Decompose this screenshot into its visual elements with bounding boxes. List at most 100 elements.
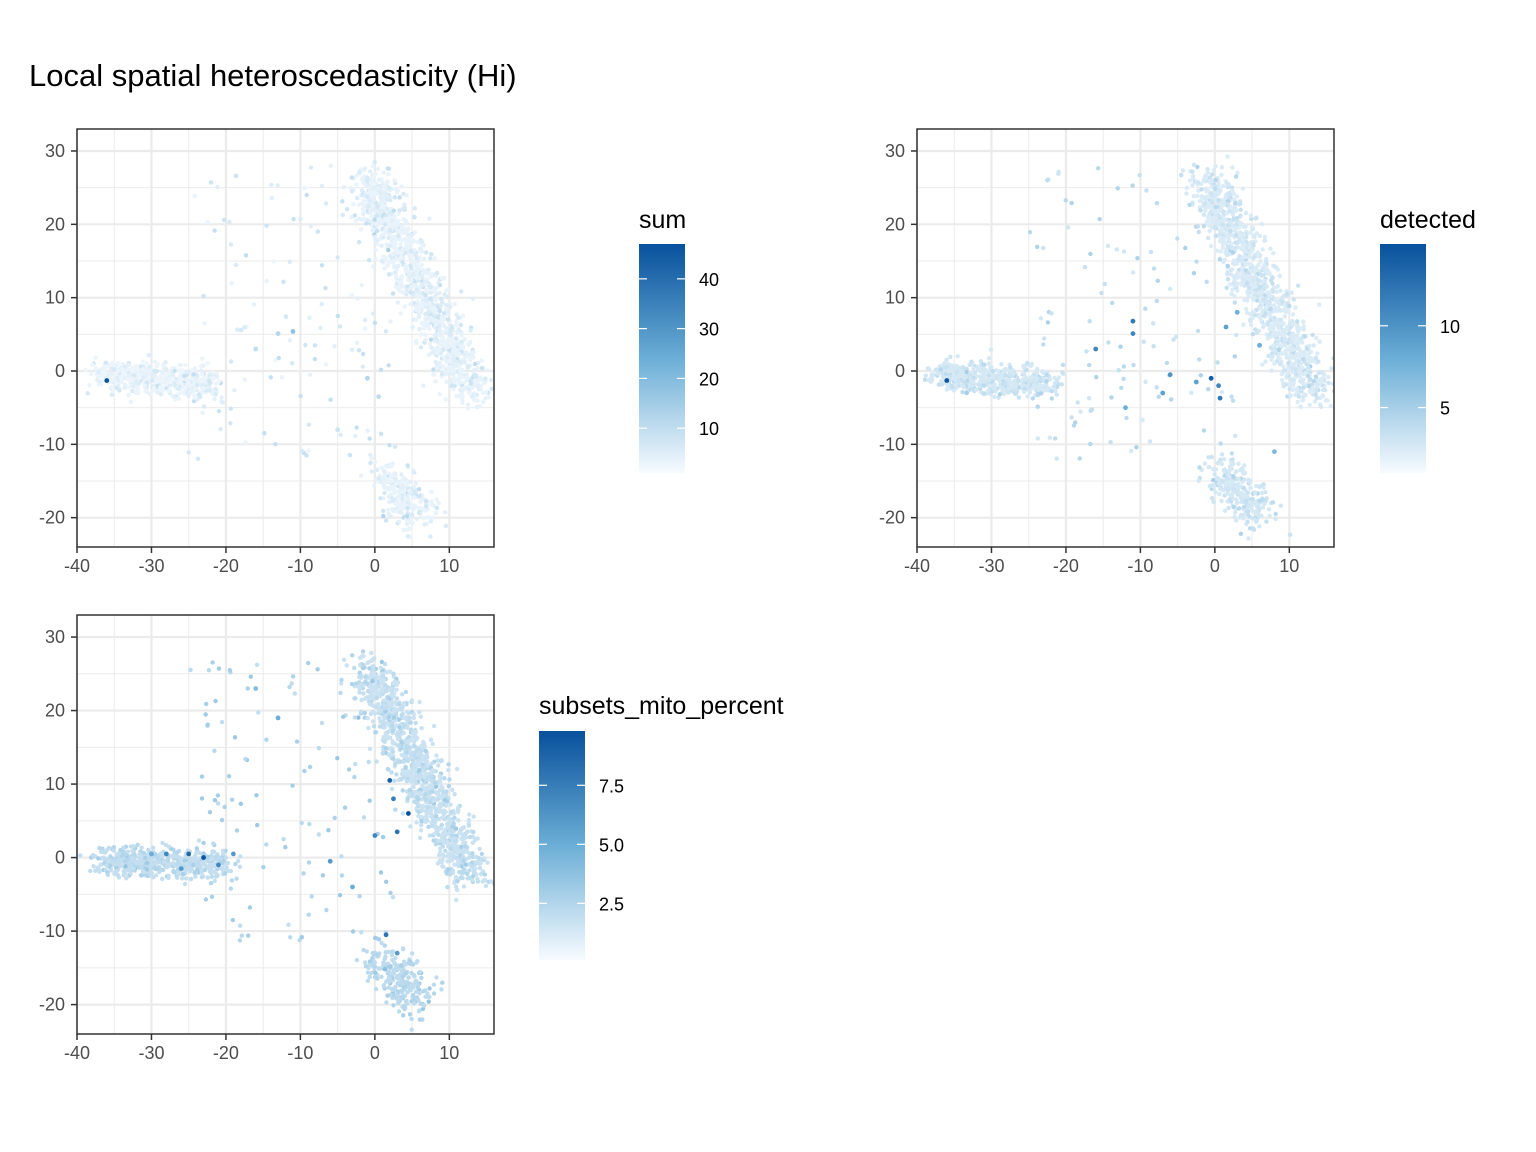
data-point [981,383,986,388]
data-point-highlight [104,378,110,383]
data-point [1277,273,1282,279]
data-point [413,317,419,323]
data-point [465,365,470,370]
data-point [1231,474,1236,479]
data-point [397,208,402,213]
data-point [1233,233,1239,238]
data-point [1287,377,1293,382]
data-point [396,211,401,217]
data-point [995,386,1000,391]
data-point [178,857,183,862]
data-point [429,252,434,257]
data-point [432,294,437,300]
data-point [1242,254,1248,259]
data-point [405,534,410,539]
data-point [441,311,447,316]
data-point [424,504,429,509]
data-point [427,326,432,331]
data-point [149,378,155,383]
data-point [389,495,395,501]
data-point [1213,164,1218,169]
data-point [375,166,381,172]
data-point [107,863,112,868]
data-point [1265,268,1270,273]
data-point [432,314,437,319]
data-point [1288,334,1294,339]
x-axis: -40 -30 -20 -10 0 10 [904,547,1299,576]
data-point [111,848,117,853]
data-point [1226,219,1232,225]
data-point [1310,385,1316,391]
data-point [1237,515,1243,520]
data-point [367,258,372,263]
data-point [1221,468,1226,473]
data-point [457,363,462,368]
data-point [432,337,438,342]
data-point [215,185,220,190]
data-point [425,515,430,520]
data-point [1209,191,1214,196]
data-point [1230,398,1236,403]
data-point [1049,311,1054,316]
data-point [1196,478,1201,484]
data-point [1173,334,1179,339]
data-point [298,393,303,399]
data-point [1045,178,1050,183]
data-point [181,872,186,877]
data-point [968,378,974,383]
data-point [433,511,438,516]
data-point [1289,340,1295,345]
data-point [207,388,212,393]
data-point [374,222,380,227]
data-point [353,433,358,439]
data-point [1226,235,1231,240]
data-point [451,343,456,348]
colorbar-label: 10 [1440,317,1460,337]
data-point [1238,201,1243,207]
data-point [428,534,433,539]
data-point [374,209,379,214]
data-point [1190,183,1195,188]
data-point [398,254,404,260]
data-point [1206,235,1211,241]
data-point [1171,337,1176,342]
data-point [1315,351,1320,356]
data-point [131,373,136,378]
data-point [433,379,438,384]
data-point [957,379,962,384]
data-point [308,165,314,170]
data-point [443,307,449,312]
data-point [982,376,987,382]
data-point [1249,248,1254,253]
data-point [938,367,944,372]
data-point [479,358,484,363]
data-point [1045,320,1051,325]
data-point [1209,184,1215,190]
data-point [1278,331,1283,336]
data-point [1035,436,1041,441]
data-point [186,369,191,375]
data-point [100,378,106,383]
data-point [1301,319,1306,324]
data-point [1233,245,1238,251]
data-point [386,363,391,368]
data-point [1286,360,1291,366]
y-tick-label: 20 [45,214,65,234]
data-point [387,232,393,237]
data-point [1208,178,1213,184]
data-point [161,859,167,865]
data-point [446,767,451,773]
data-point [319,183,325,189]
data-point [448,304,453,309]
data-point [206,378,212,383]
data-point [1124,415,1129,421]
data-point [1267,307,1273,312]
data-point [416,314,422,320]
data-point [208,862,214,867]
data-point [1300,397,1306,403]
data-point [416,294,421,299]
data-point [978,369,983,374]
data-point [189,866,195,872]
data-point [1217,491,1222,497]
data-point [1035,366,1040,372]
